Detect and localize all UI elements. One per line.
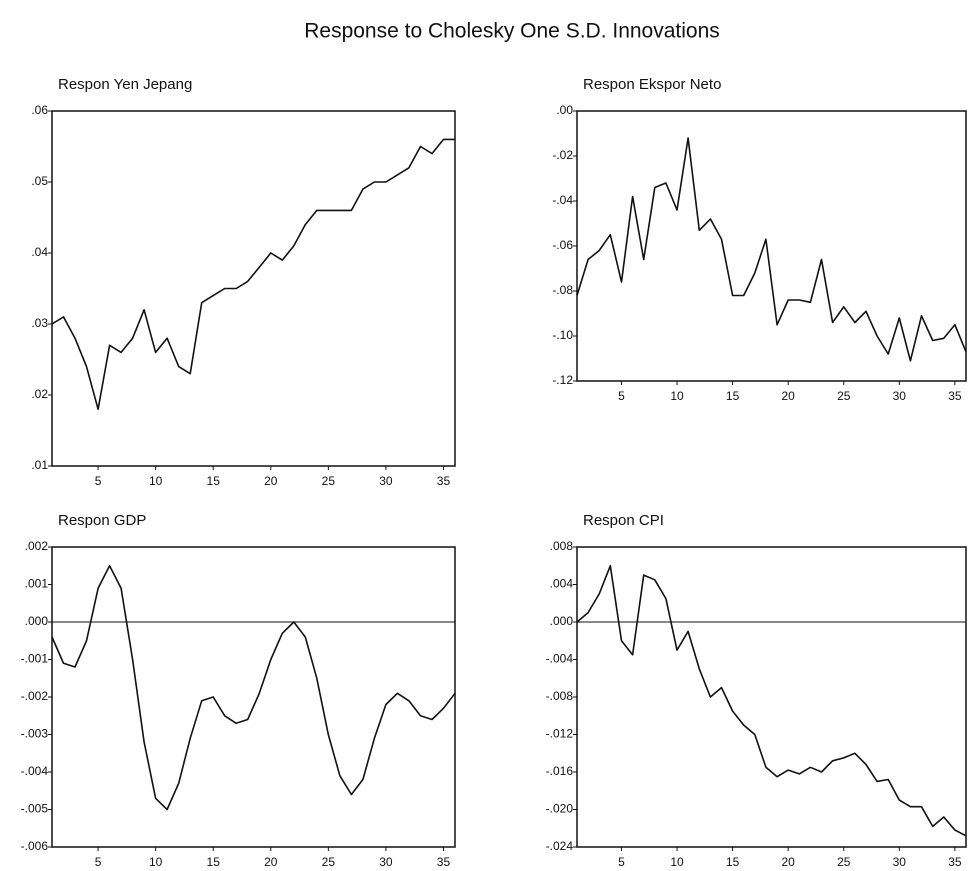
figure-title: Response to Cholesky One S.D. Innovation… [304,20,720,43]
panel-title: Respon CPI [583,512,664,529]
plot-frame [577,547,966,847]
x-tick-label: 25 [837,855,851,869]
y-tick-label: .002 [25,539,49,553]
plot-frame [577,111,966,381]
y-tick-label: -.06 [552,238,573,252]
y-tick-label: .06 [31,103,48,117]
x-tick-label: 30 [893,855,907,869]
y-tick-label: .008 [550,539,574,553]
y-tick-label: .01 [31,458,48,472]
response-line [52,139,455,409]
y-tick-label: .02 [31,387,48,401]
y-tick-label: .001 [25,577,49,591]
x-tick-label: 15 [726,389,740,403]
y-tick-label: -.008 [546,689,574,703]
response-line [52,566,455,810]
y-tick-label: -.004 [546,652,574,666]
y-tick-label: -.002 [21,689,49,703]
y-tick-label: .000 [25,614,49,628]
y-tick-label: .04 [31,245,48,259]
panel-title: Respon GDP [58,512,146,529]
plot-frame [52,111,455,466]
x-tick-label: 35 [437,474,451,488]
x-tick-label: 35 [437,855,451,869]
y-tick-label: -.012 [546,727,574,741]
y-tick-label: -.016 [546,764,574,778]
x-tick-label: 10 [149,474,163,488]
x-tick-label: 5 [618,855,625,869]
y-tick-label: .000 [550,614,574,628]
x-tick-label: 15 [207,855,221,869]
panel-title: Respon Yen Jepang [58,76,192,93]
y-tick-label: .05 [31,174,48,188]
y-tick-label: -.12 [552,373,573,387]
y-tick-label: -.001 [21,652,49,666]
x-tick-label: 25 [837,389,851,403]
response-line [577,566,966,836]
y-tick-label: .004 [550,577,574,591]
x-tick-label: 10 [149,855,163,869]
y-tick-label: -.10 [552,328,573,342]
x-tick-label: 25 [322,855,336,869]
figure: Response to Cholesky One S.D. Innovation… [0,0,971,871]
y-tick-label: -.02 [552,148,573,162]
response-line [577,138,966,361]
x-tick-label: 10 [670,855,684,869]
y-tick-label: -.04 [552,193,573,207]
x-tick-label: 15 [207,474,221,488]
x-tick-label: 20 [264,474,278,488]
y-tick-label: -.006 [21,839,49,853]
y-tick-label: -.020 [546,802,574,816]
x-tick-label: 30 [379,855,393,869]
x-tick-label: 25 [322,474,336,488]
panel-title: Respon Ekspor Neto [583,76,721,93]
x-tick-label: 15 [726,855,740,869]
y-tick-label: -.08 [552,283,573,297]
x-tick-label: 35 [948,389,962,403]
x-tick-label: 5 [95,474,102,488]
x-tick-label: 30 [893,389,907,403]
x-tick-label: 20 [781,389,795,403]
y-tick-label: .03 [31,316,48,330]
x-tick-label: 20 [264,855,278,869]
x-tick-label: 35 [948,855,962,869]
x-tick-label: 20 [781,855,795,869]
x-tick-label: 5 [618,389,625,403]
y-tick-label: -.024 [546,839,574,853]
x-tick-label: 5 [95,855,102,869]
x-tick-label: 10 [670,389,684,403]
y-tick-label: -.005 [21,802,49,816]
y-tick-label: -.003 [21,727,49,741]
x-tick-label: 30 [379,474,393,488]
y-tick-label: .00 [556,103,573,117]
y-tick-label: -.004 [21,764,49,778]
